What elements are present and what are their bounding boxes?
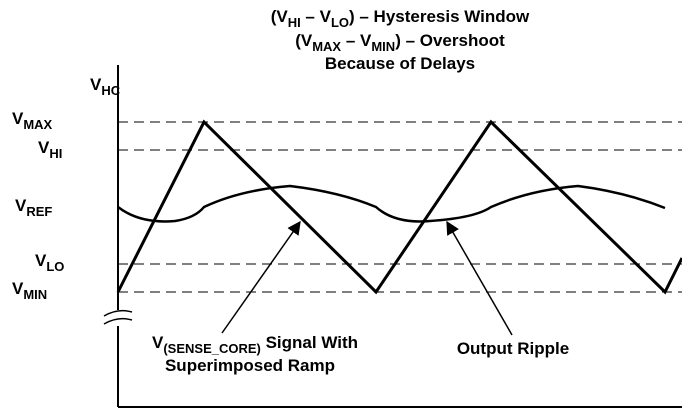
text-part: V xyxy=(12,109,24,128)
level-label: VLO xyxy=(35,251,64,274)
subscript: MIN xyxy=(23,287,47,302)
title-line: (VHI – VLO) – Hysteresis Window xyxy=(271,7,530,30)
text-part: V xyxy=(15,196,27,215)
subscript: HI xyxy=(49,146,62,161)
text-part: Signal With xyxy=(261,333,358,352)
text-part: (V xyxy=(295,31,313,50)
text-part: ) – Overshoot xyxy=(395,31,505,50)
level-label: VREF xyxy=(15,196,52,219)
text-part: V xyxy=(152,333,164,352)
arrow xyxy=(446,220,513,336)
text-part: ) – Hysteresis Window xyxy=(349,7,530,26)
subscript: HI xyxy=(288,15,301,30)
text-part: – V xyxy=(301,7,332,26)
text-part: Because of Delays xyxy=(325,54,475,73)
annotation: Output Ripple xyxy=(457,339,569,358)
annotation: V(SENSE_CORE) Signal With xyxy=(152,333,358,356)
text-part: V xyxy=(12,279,24,298)
level-label: VMIN xyxy=(12,279,47,302)
ramp-signal xyxy=(116,119,682,295)
arrow xyxy=(221,220,301,334)
subscript: MIN xyxy=(371,39,395,54)
axes xyxy=(103,65,682,408)
text-part: Superimposed Ramp xyxy=(165,356,335,375)
level-label: VMAX xyxy=(12,109,53,132)
output-ripple xyxy=(117,184,666,223)
subscript: MAX xyxy=(312,39,341,54)
text-part: V xyxy=(90,75,102,94)
subscript: REF xyxy=(26,204,52,219)
title-line: Because of Delays xyxy=(325,54,475,73)
text-part: V xyxy=(35,251,47,270)
text-part: (V xyxy=(271,7,289,26)
text-part: – V xyxy=(341,31,372,50)
level-label: VHC xyxy=(90,75,121,98)
subscript: (SENSE_CORE) xyxy=(163,341,261,356)
subscript: LO xyxy=(46,259,64,274)
annotation: Superimposed Ramp xyxy=(165,356,335,375)
subscript: LO xyxy=(331,15,349,30)
subscript: HC xyxy=(101,83,120,98)
subscript: MAX xyxy=(23,117,52,132)
levels-dashed xyxy=(118,121,682,293)
axis-break xyxy=(103,309,133,325)
text-part: Output Ripple xyxy=(457,339,569,358)
level-label: VHI xyxy=(38,138,62,161)
title-line: (VMAX – VMIN) – Overshoot xyxy=(295,31,505,54)
text-part: V xyxy=(38,138,50,157)
